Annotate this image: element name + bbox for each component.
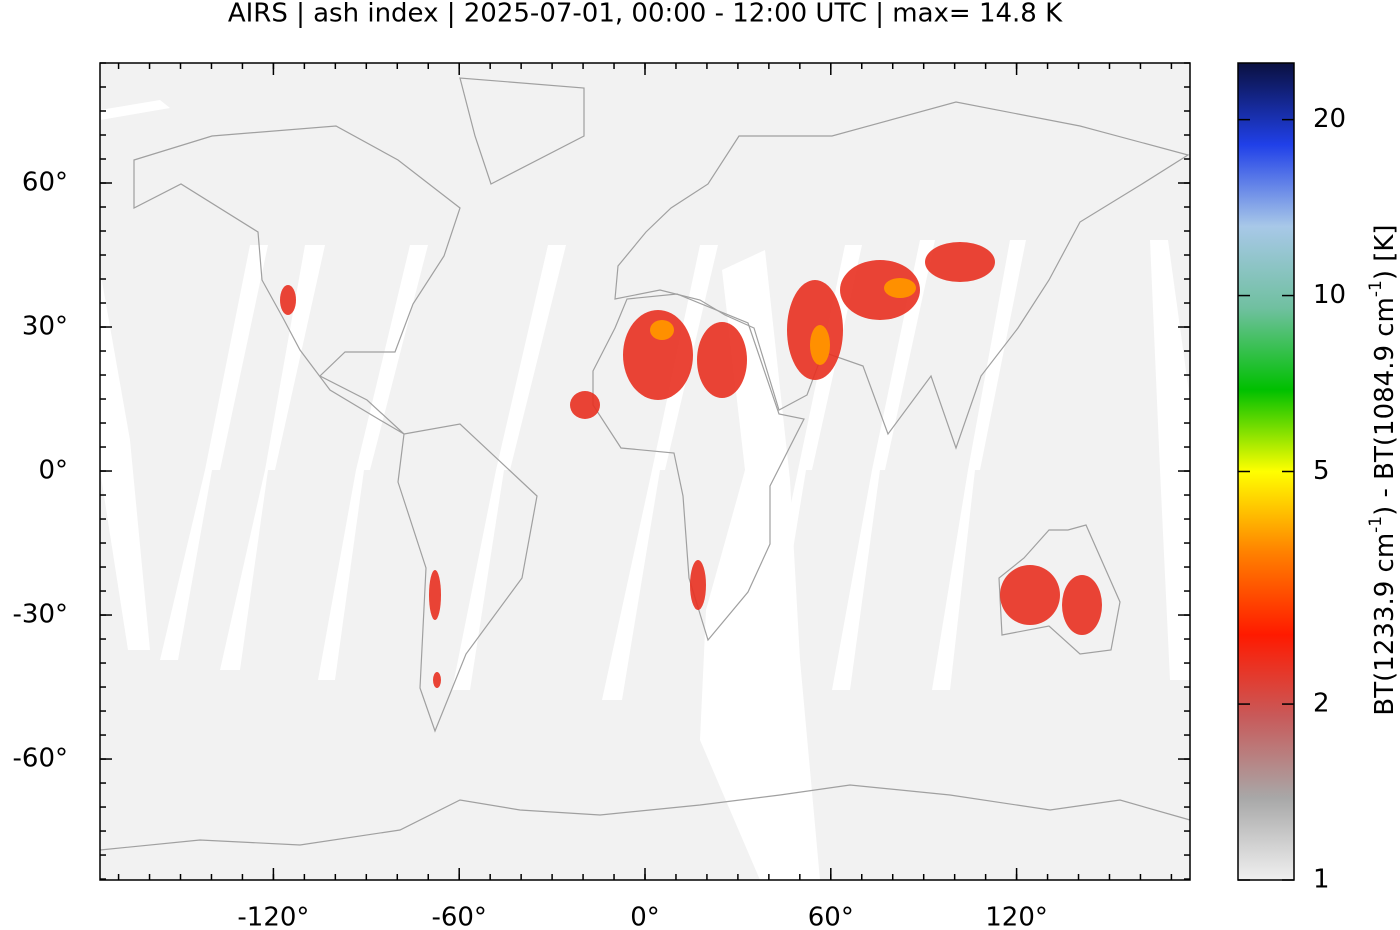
label-part: ) [K] (1370, 224, 1400, 280)
y-tick-label: -30° (13, 600, 68, 630)
x-tick-label: -60° (431, 903, 486, 930)
colorbar-tick-label: 10 (1313, 280, 1346, 310)
colorbar-tick-label: 20 (1313, 104, 1346, 134)
label-part: ) - BT(1084.9 cm (1370, 297, 1400, 516)
colorbar-tick-label: 1 (1313, 865, 1330, 895)
x-tick-label: 60° (808, 903, 854, 930)
label-part: BT(1233.9 cm (1370, 533, 1400, 716)
label-superscript: -1 (1366, 516, 1386, 533)
x-tick-label: 0° (630, 903, 660, 930)
y-tick-label: 60° (22, 168, 68, 198)
y-tick-label: 30° (22, 312, 68, 342)
x-tick-label: -120° (237, 903, 309, 930)
ash-signal (280, 242, 1102, 688)
x-tick-label: 120° (985, 903, 1048, 930)
colorbar-tick-label: 2 (1313, 689, 1330, 719)
coastlines (99, 77, 1191, 851)
y-tick-label: -60° (13, 744, 68, 774)
title: AIRS | ash index | 2025-07-01, 00:00 - 1… (228, 0, 1063, 29)
colorbar-label: BT(1233.9 cm-1) - BT(1084.9 cm-1) [K] (1366, 224, 1400, 715)
y-tick-label: 0° (38, 456, 68, 486)
label-superscript: -1 (1366, 280, 1386, 297)
map (99, 62, 1191, 881)
colorbar-tick-label: 5 (1313, 456, 1330, 486)
map-background (100, 63, 1190, 880)
